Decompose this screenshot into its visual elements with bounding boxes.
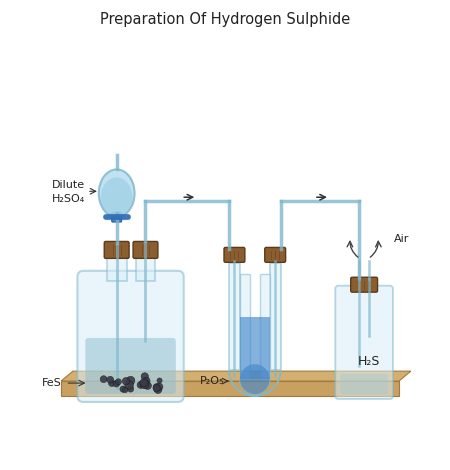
FancyBboxPatch shape xyxy=(86,338,176,394)
Bar xyxy=(270,263,281,370)
Circle shape xyxy=(157,378,162,383)
FancyBboxPatch shape xyxy=(112,212,122,222)
Polygon shape xyxy=(61,371,411,381)
Ellipse shape xyxy=(99,169,135,217)
Text: Dilute: Dilute xyxy=(52,180,85,190)
Circle shape xyxy=(120,386,126,392)
Circle shape xyxy=(140,380,149,389)
FancyBboxPatch shape xyxy=(104,242,129,258)
FancyBboxPatch shape xyxy=(133,242,158,258)
Circle shape xyxy=(143,377,150,384)
Circle shape xyxy=(122,377,130,385)
Circle shape xyxy=(153,384,160,392)
Ellipse shape xyxy=(101,177,133,217)
Circle shape xyxy=(153,384,160,391)
FancyBboxPatch shape xyxy=(77,271,184,402)
Bar xyxy=(240,317,270,379)
Text: H₂S: H₂S xyxy=(358,355,380,368)
Bar xyxy=(107,255,126,281)
Circle shape xyxy=(137,381,144,388)
Circle shape xyxy=(107,376,114,383)
Circle shape xyxy=(115,379,122,385)
FancyBboxPatch shape xyxy=(340,374,388,394)
Bar xyxy=(229,263,240,370)
Circle shape xyxy=(126,376,135,385)
Text: H₂SO₄: H₂SO₄ xyxy=(52,194,85,204)
FancyBboxPatch shape xyxy=(335,286,393,399)
Text: P₂O₅: P₂O₅ xyxy=(200,376,224,386)
Circle shape xyxy=(113,380,120,387)
Circle shape xyxy=(100,376,107,383)
Circle shape xyxy=(144,382,152,390)
Circle shape xyxy=(122,387,128,393)
Text: Air: Air xyxy=(394,234,410,244)
Circle shape xyxy=(154,386,162,393)
Circle shape xyxy=(125,381,134,389)
Circle shape xyxy=(156,383,163,391)
Bar xyxy=(135,255,155,281)
Ellipse shape xyxy=(240,364,270,394)
FancyBboxPatch shape xyxy=(61,381,399,396)
Bar xyxy=(240,274,250,379)
Circle shape xyxy=(127,386,134,392)
Circle shape xyxy=(140,379,148,387)
FancyBboxPatch shape xyxy=(351,277,378,292)
Text: Preparation Of Hydrogen Sulphide: Preparation Of Hydrogen Sulphide xyxy=(100,12,350,27)
Circle shape xyxy=(108,380,115,386)
FancyBboxPatch shape xyxy=(224,247,245,262)
FancyBboxPatch shape xyxy=(265,247,286,262)
Text: FeS: FeS xyxy=(42,378,62,388)
Bar xyxy=(260,274,270,379)
Circle shape xyxy=(141,373,149,380)
